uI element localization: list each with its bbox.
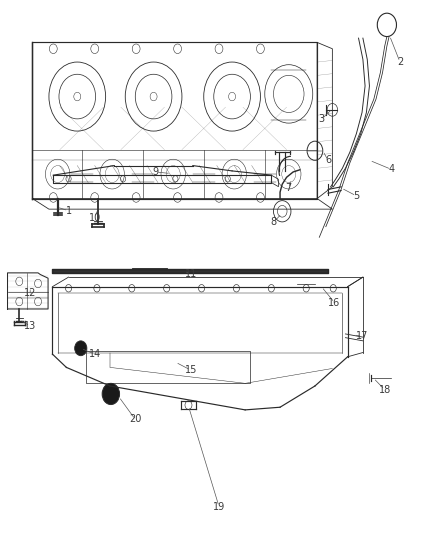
Text: 5: 5 — [353, 191, 360, 201]
Text: 12: 12 — [24, 288, 36, 298]
Text: 6: 6 — [325, 155, 331, 165]
Text: 13: 13 — [24, 321, 36, 331]
Text: 4: 4 — [388, 164, 394, 174]
Text: 8: 8 — [270, 217, 276, 228]
Text: 16: 16 — [328, 297, 341, 308]
Text: 19: 19 — [213, 502, 225, 512]
Text: 7: 7 — [286, 183, 292, 193]
Text: 9: 9 — [153, 167, 159, 177]
Text: 17: 17 — [356, 330, 368, 341]
Text: 10: 10 — [88, 213, 101, 223]
Text: 11: 11 — [184, 270, 197, 279]
Text: 3: 3 — [318, 115, 325, 124]
Text: 1: 1 — [66, 206, 72, 216]
Text: 14: 14 — [88, 349, 101, 359]
Circle shape — [74, 341, 87, 356]
Text: 15: 15 — [184, 365, 197, 375]
Circle shape — [102, 383, 120, 405]
Text: 2: 2 — [397, 57, 403, 67]
Text: 20: 20 — [129, 415, 141, 424]
Text: 18: 18 — [378, 385, 391, 395]
